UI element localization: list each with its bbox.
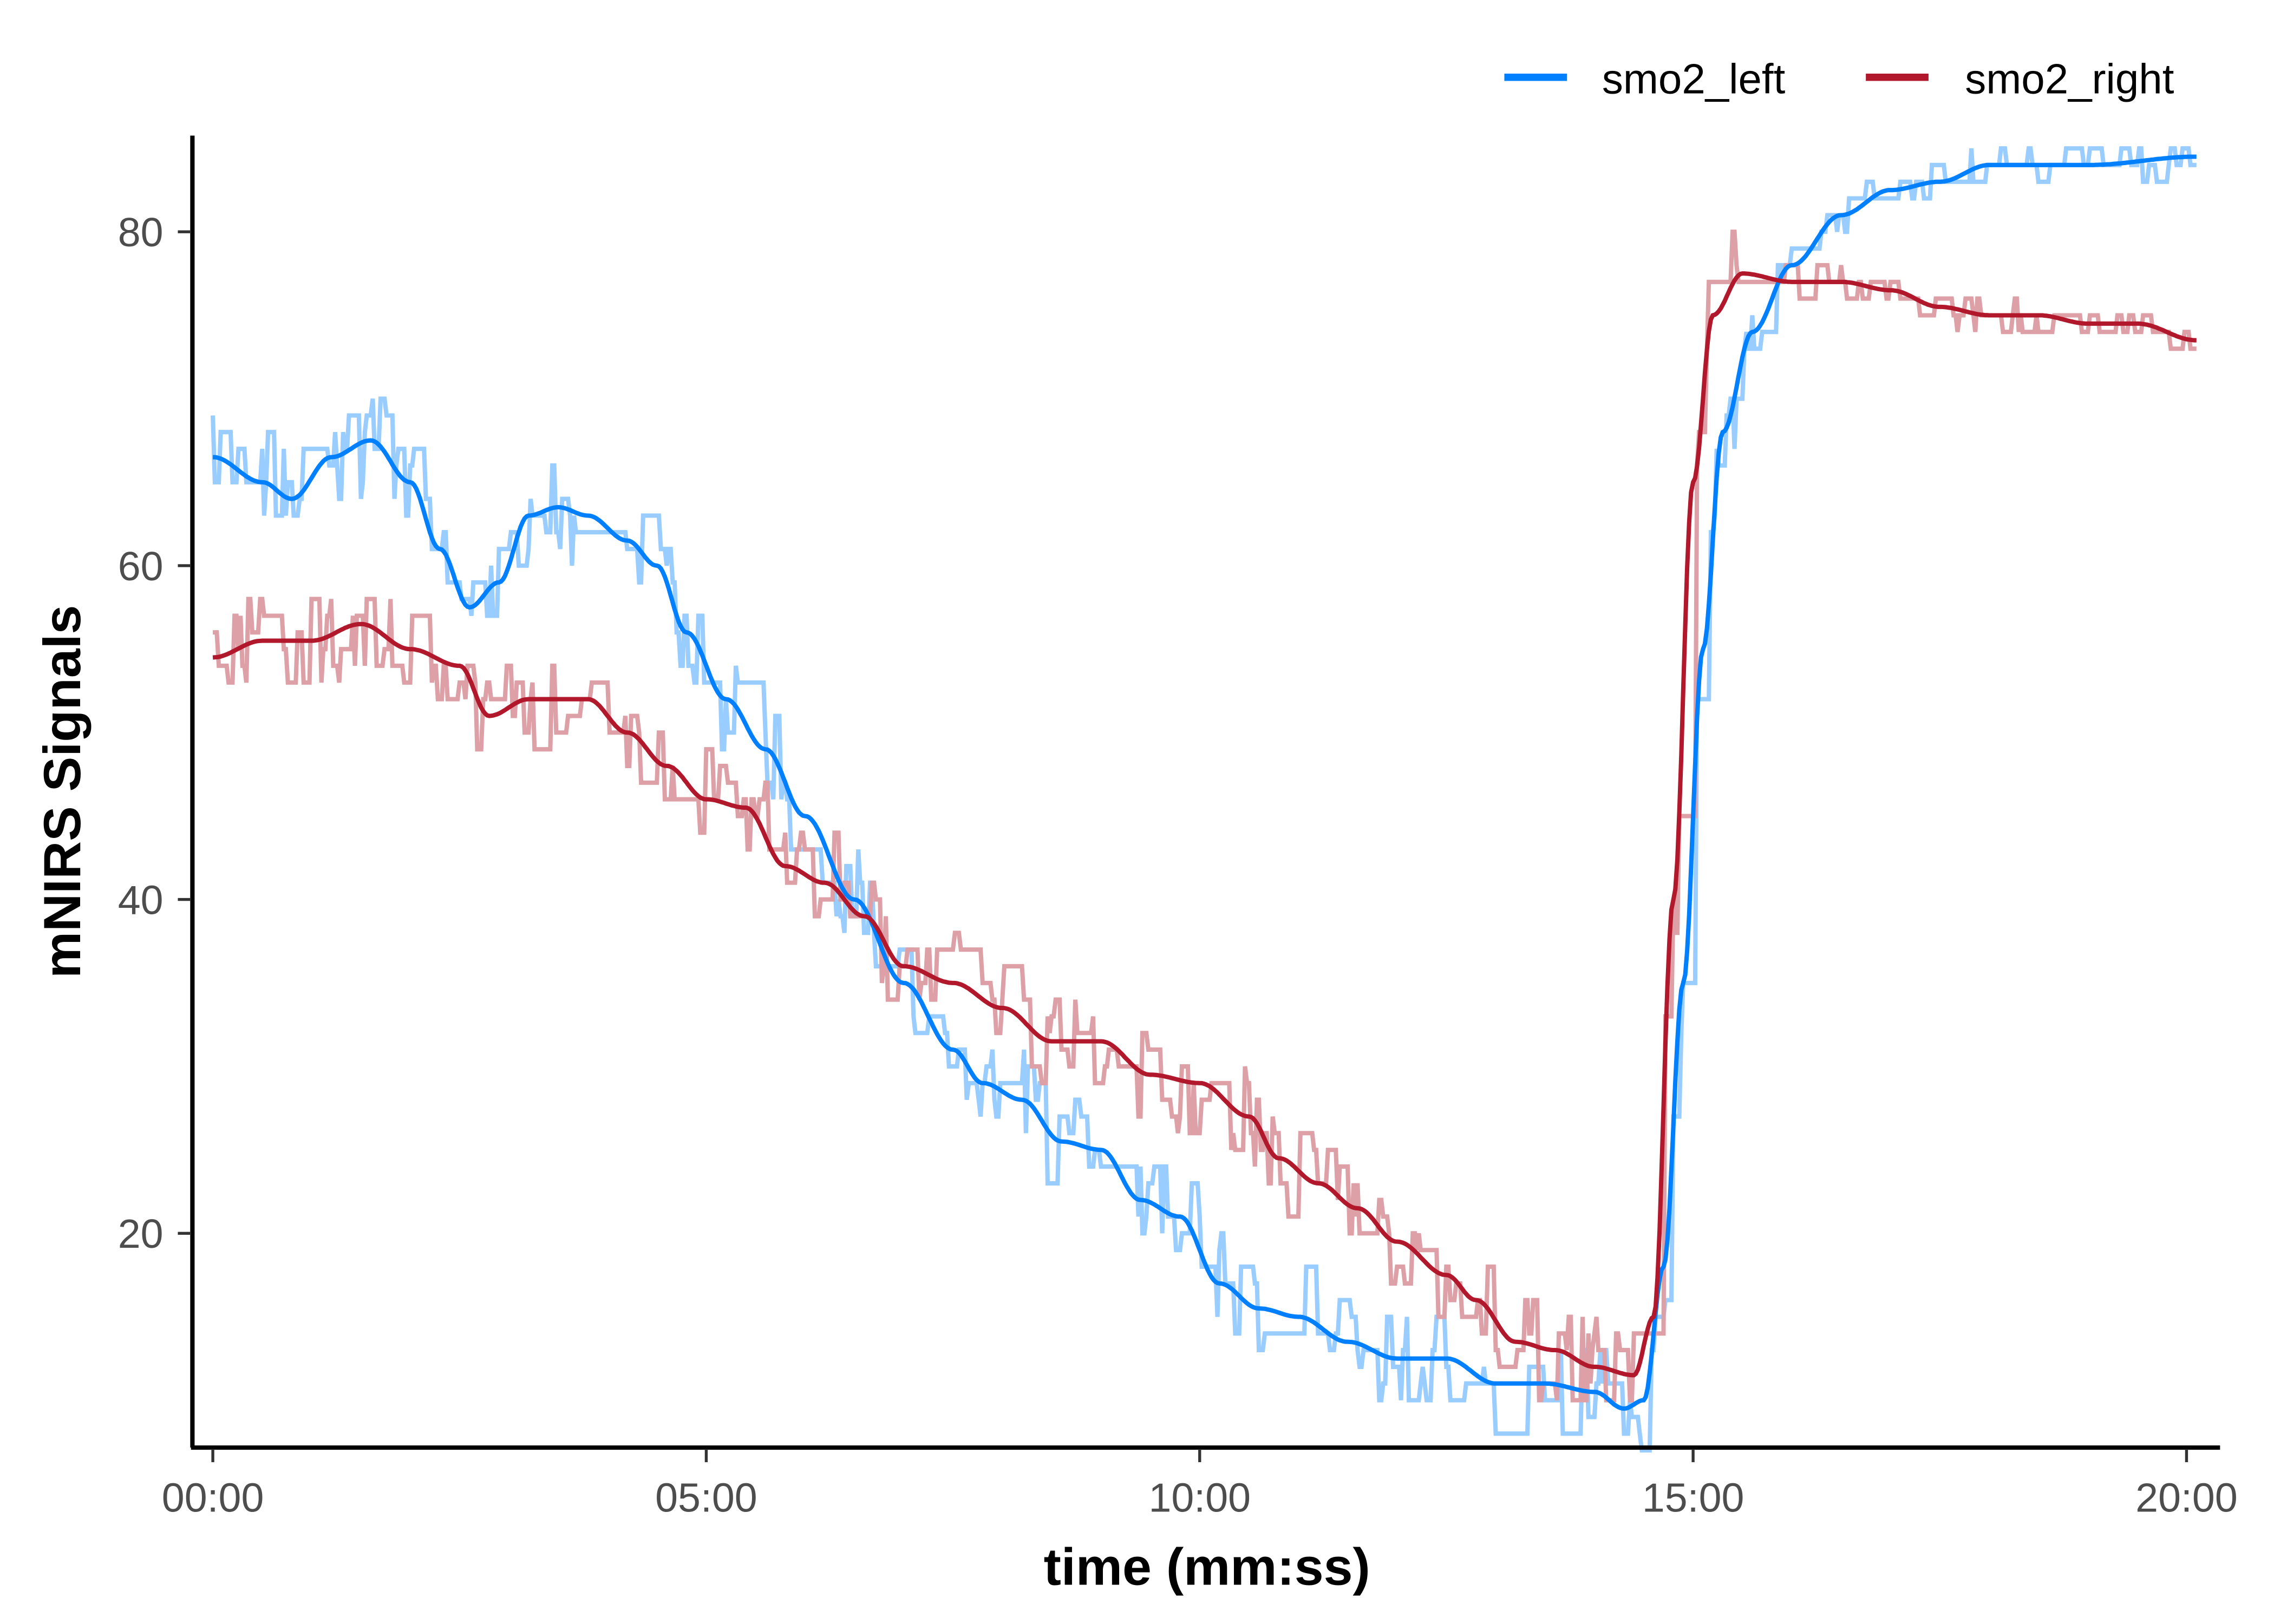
smooth-line-smo2-right xyxy=(212,271,2197,1378)
x-tick-label: 20:00 xyxy=(2135,1475,2238,1521)
smooth-series-layer xyxy=(212,154,2197,1411)
smooth-line-smo2-left xyxy=(213,154,2197,1411)
y-axis-title: mNIRS Signals xyxy=(32,605,92,978)
legend: smo2_left smo2_right xyxy=(1504,55,2174,102)
y-tick-label: 20 xyxy=(118,1211,164,1256)
x-tick-label: 00:00 xyxy=(162,1475,264,1521)
y-tick-label: 40 xyxy=(118,878,164,923)
y-tick-label: 60 xyxy=(118,543,164,589)
raw-line-smo2-right xyxy=(213,230,2197,1403)
raw-series-layer xyxy=(211,146,2197,1453)
raw-line-smo2-left xyxy=(211,146,2197,1453)
legend-label-smo2-right: smo2_right xyxy=(1965,55,2174,102)
x-tick-label: 05:00 xyxy=(655,1475,757,1521)
x-tick-label: 15:00 xyxy=(1642,1475,1744,1521)
y-tick-label: 80 xyxy=(118,209,164,255)
x-axis-title: time (mm:ss) xyxy=(1044,1537,1370,1596)
legend-label-smo2-left: smo2_left xyxy=(1602,55,1786,102)
x-tick-label: 10:00 xyxy=(1148,1475,1251,1521)
